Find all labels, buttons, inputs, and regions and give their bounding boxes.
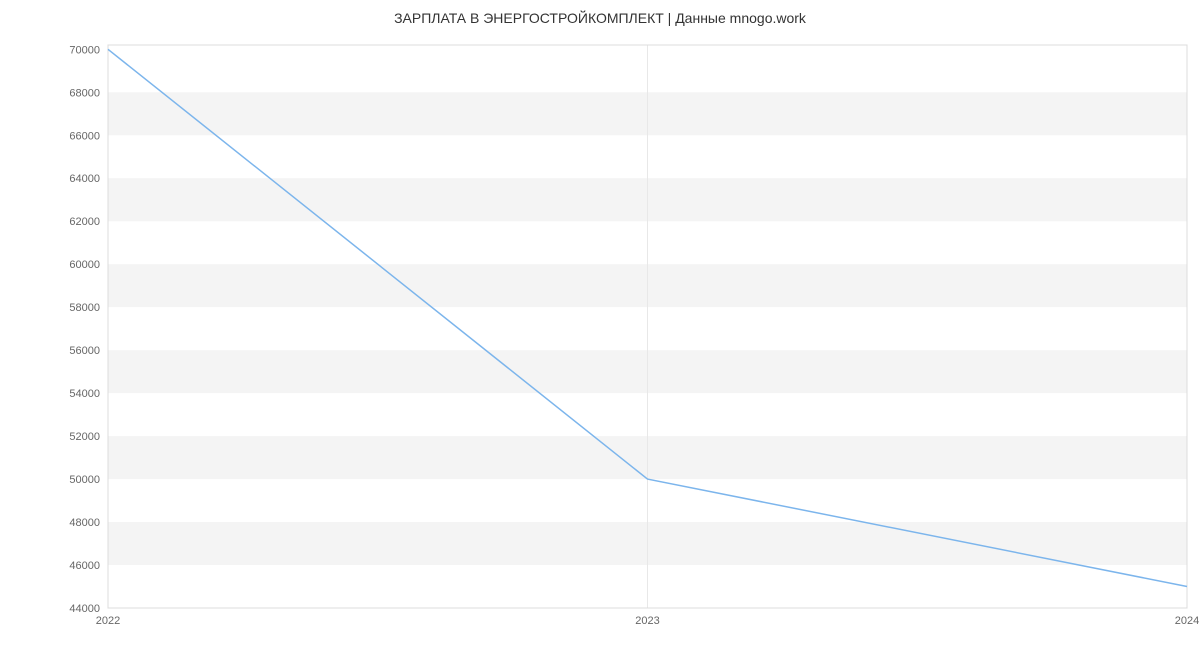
y-tick-label: 56000 [69,345,100,357]
x-tick-label: 2023 [635,615,659,627]
y-tick-label: 64000 [69,173,100,185]
y-tick-label: 62000 [69,216,100,228]
y-tick-label: 60000 [69,259,100,271]
y-tick-label: 44000 [69,603,100,615]
x-tick-label: 2024 [1175,615,1199,627]
y-tick-label: 58000 [69,302,100,314]
x-tick-label: 2022 [96,615,120,627]
chart-svg: 44000 46000 48000 50000 52000 54000 56000 58000… [0,0,1200,650]
y-tick-label: 66000 [69,130,100,142]
y-tick-label: 68000 [69,87,100,99]
y-tick-label: 48000 [69,517,100,529]
y-tick-label: 46000 [69,560,100,572]
y-tick-label: 54000 [69,388,100,400]
y-tick-label: 52000 [69,431,100,443]
chart-container: ЗАРПЛАТА В ЭНЕРГОСТРОЙКОМПЛЕКТ | Данные … [0,0,1200,650]
y-tick-label: 50000 [69,474,100,486]
y-tick-label: 70000 [69,44,100,56]
